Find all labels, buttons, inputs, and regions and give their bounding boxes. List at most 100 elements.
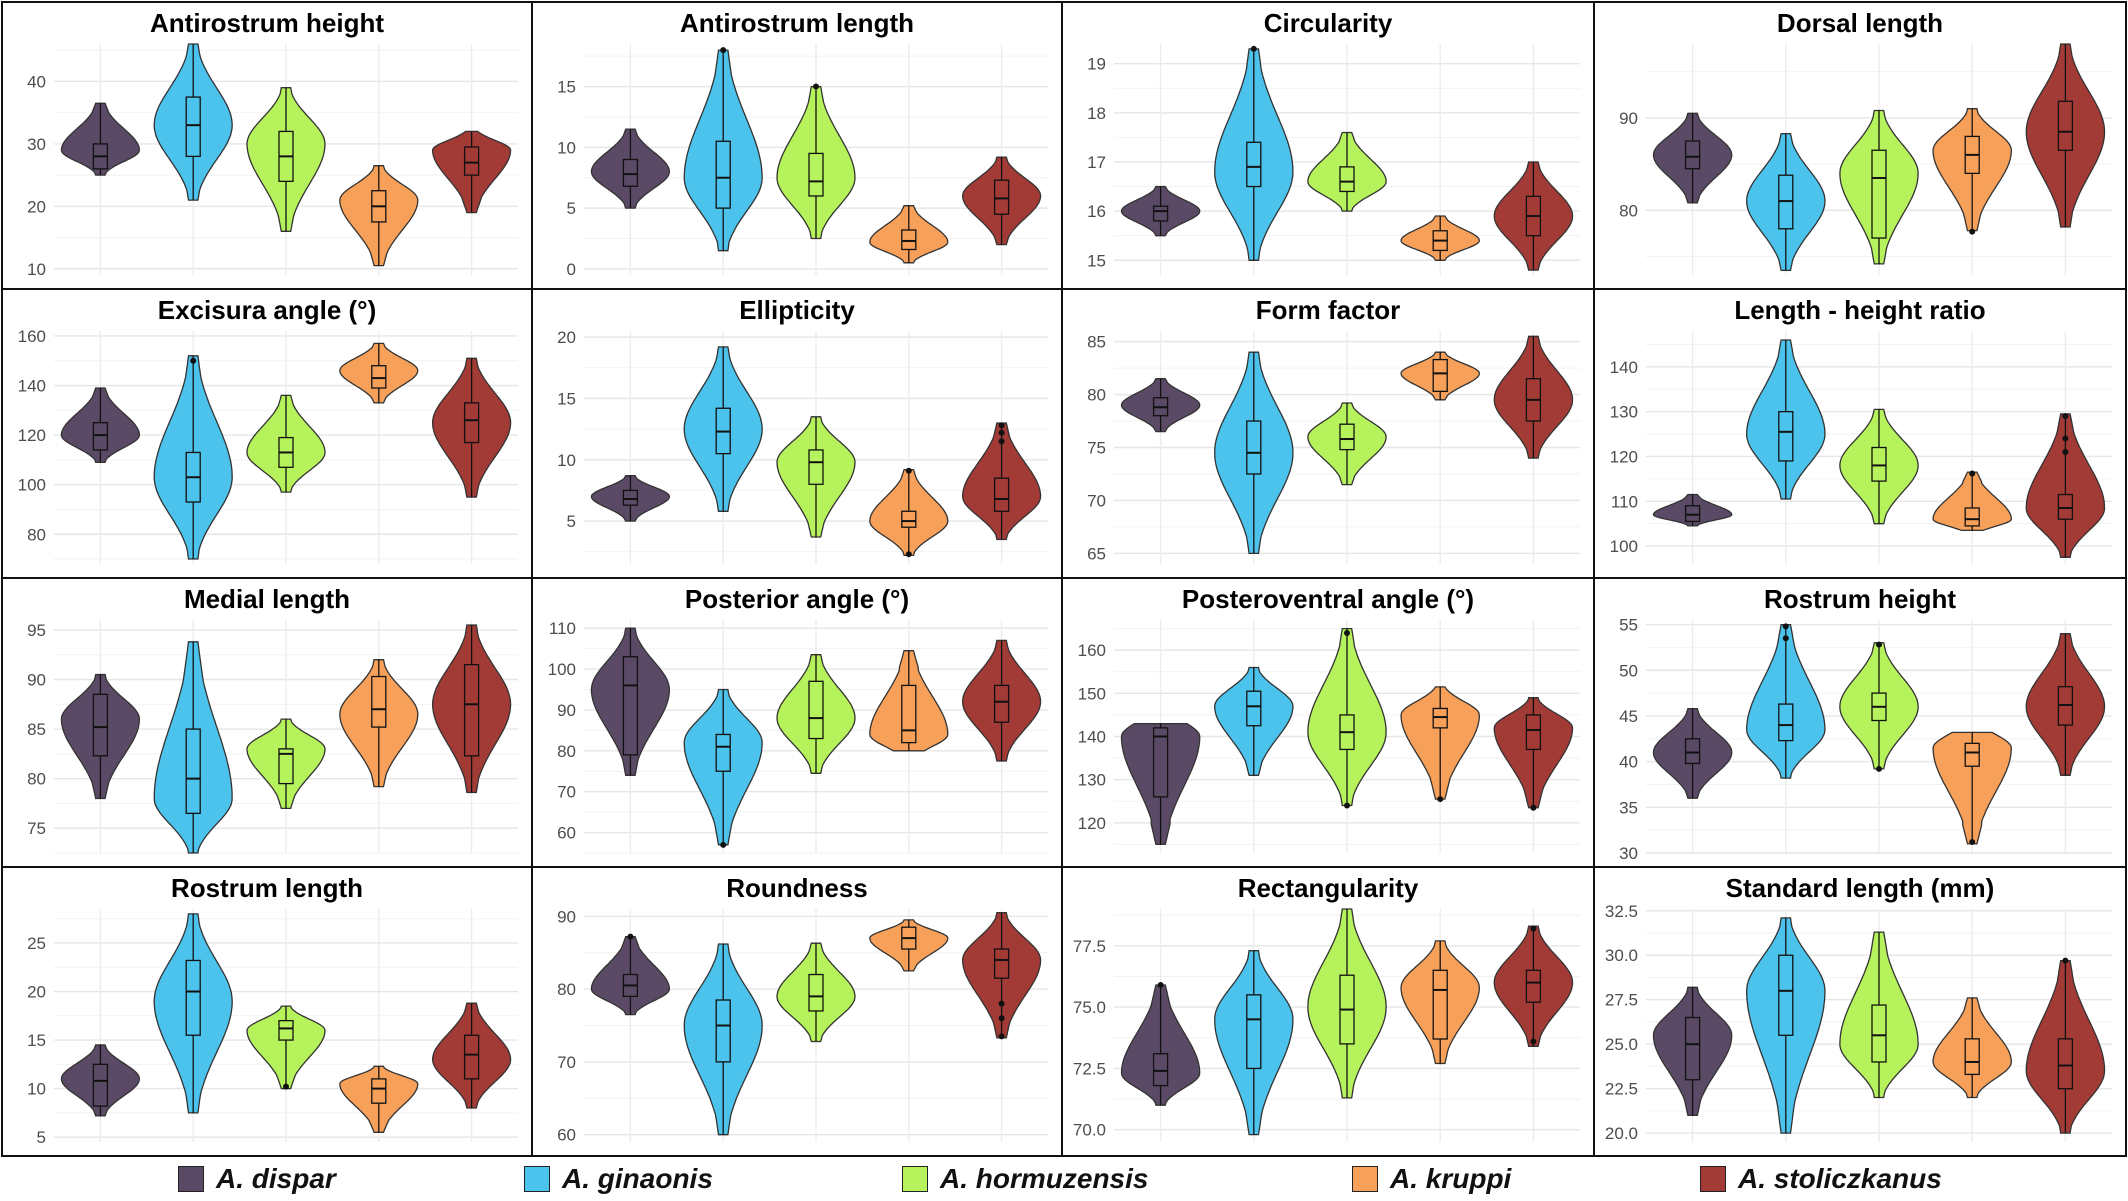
y-tick-label: 5 xyxy=(37,1128,46,1147)
iqr-box xyxy=(1964,507,1980,527)
panel-border xyxy=(531,288,1063,579)
panel-title: Antirostrum height xyxy=(150,8,384,38)
violin-plot-grid: Antirostrum height 10 20 30 40 Antirostrum le… xyxy=(1,1,2127,1157)
y-tick-label: 150 xyxy=(1078,684,1106,703)
violin-a-stoliczkanus xyxy=(1493,335,1574,459)
violin-a-ginaonis xyxy=(1214,950,1294,1136)
y-tick-label: 80 xyxy=(27,525,46,544)
legend-label: A. kruppi xyxy=(1390,1163,1512,1194)
violin-a-kruppi xyxy=(339,1065,419,1133)
y-tick-label: 90 xyxy=(27,670,46,689)
panel-title: Rostrum length xyxy=(171,873,363,903)
panel-title: Circularity xyxy=(1264,8,1393,38)
outlier-point xyxy=(998,1015,1005,1022)
y-tick-label: 20.0 xyxy=(1605,1124,1638,1143)
y-tick-label: 10 xyxy=(27,1080,46,1099)
violin-a-stoliczkanus xyxy=(431,624,512,794)
y-tick-label: 100 xyxy=(18,476,46,495)
y-tick-label: 5 xyxy=(567,512,576,531)
violin-a-kruppi xyxy=(1932,108,2012,235)
violin-a-hormuzensis xyxy=(1307,131,1387,212)
y-tick-label: 15 xyxy=(27,1031,46,1050)
legend-label: A. stoliczkanus xyxy=(1738,1163,1942,1194)
violin-a-dispar xyxy=(590,475,671,522)
outlier-point xyxy=(2062,413,2069,420)
panel-posteroventral-angle: Posteroventral angle (°) 120 130 140 150 160 xyxy=(1061,577,1595,868)
iqr-box xyxy=(1871,149,1887,239)
y-tick-label: 25.0 xyxy=(1605,1035,1638,1054)
y-tick-label: 65 xyxy=(1087,544,1106,563)
legend-swatch xyxy=(902,1166,928,1192)
violin-a-ginaonis xyxy=(153,641,233,854)
y-tick-label: 70 xyxy=(557,783,576,802)
iqr-box xyxy=(371,1078,387,1104)
y-tick-label: 20 xyxy=(27,197,46,216)
violin-a-ginaonis xyxy=(1214,351,1294,555)
legend-label: A. ginaonis xyxy=(562,1163,713,1194)
legend-label: A. dispar xyxy=(216,1163,336,1194)
panel-length-height-ratio: Length - height ratio 100 110 120 130 140 xyxy=(1593,288,2127,579)
violin-a-kruppi xyxy=(869,919,949,972)
iqr-box xyxy=(1246,690,1262,727)
iqr-box xyxy=(1778,411,1794,462)
violin-a-ginaonis xyxy=(1746,623,1826,779)
y-tick-label: 35 xyxy=(1619,798,1638,817)
iqr-box xyxy=(993,684,1010,723)
y-tick-label: 130 xyxy=(1078,771,1106,790)
y-tick-label: 90 xyxy=(557,907,576,926)
violin-a-dispar xyxy=(590,627,671,776)
violin-a-stoliczkanus xyxy=(961,156,1042,246)
panel-title: Ellipticity xyxy=(739,295,855,325)
panel-title: Posteroventral angle (°) xyxy=(1182,584,1474,614)
iqr-box xyxy=(1964,1038,1980,1076)
panel-title: Dorsal length xyxy=(1777,8,1943,38)
y-tick-label: 70 xyxy=(1087,491,1106,510)
panel-title: Excisura angle (°) xyxy=(158,295,376,325)
y-tick-label: 160 xyxy=(1078,641,1106,660)
iqr-box xyxy=(622,489,639,506)
outlier-point xyxy=(1969,228,1976,235)
legend-swatch xyxy=(1352,1166,1378,1192)
panel-rostrum-height: Rostrum height 30 35 40 45 50 55 xyxy=(1593,577,2127,868)
violin-a-kruppi xyxy=(1932,997,2012,1099)
iqr-box xyxy=(92,693,109,757)
outlier-point xyxy=(998,429,1005,436)
y-tick-label: 80 xyxy=(557,742,576,761)
violin-a-ginaonis xyxy=(153,43,233,201)
legend-item-a-dispar: A. dispar xyxy=(178,1162,336,1196)
panel-title: Rostrum height xyxy=(1764,584,1956,614)
iqr-box xyxy=(808,152,824,197)
y-tick-label: 30.0 xyxy=(1605,946,1638,965)
iqr-box xyxy=(463,146,480,176)
y-tick-label: 15 xyxy=(557,78,576,97)
y-tick-label: 140 xyxy=(1610,358,1638,377)
outlier-point xyxy=(2062,435,2069,442)
violin-a-ginaonis xyxy=(153,913,233,1114)
violin-a-hormuzensis xyxy=(1307,402,1387,486)
iqr-box xyxy=(1684,140,1701,170)
y-tick-label: 120 xyxy=(18,426,46,445)
iqr-box xyxy=(2057,493,2074,520)
violin-a-ginaonis xyxy=(1746,132,1826,272)
violin-a-dispar xyxy=(1120,982,1201,1106)
outlier-point xyxy=(998,1000,1005,1007)
iqr-box xyxy=(1684,505,1701,523)
violin-a-dispar xyxy=(60,1044,141,1117)
outlier-point xyxy=(1530,1038,1537,1045)
y-tick-label: 85 xyxy=(1087,333,1106,352)
violin-a-hormuzensis xyxy=(1307,627,1387,809)
y-tick-label: 16 xyxy=(1087,202,1106,221)
outlier-point xyxy=(1969,470,1976,477)
violin-a-dispar xyxy=(60,387,141,464)
y-tick-label: 18 xyxy=(1087,104,1106,123)
y-tick-label: 110 xyxy=(549,619,576,638)
violin-a-kruppi xyxy=(1932,470,2012,532)
panel-title: Rectangularity xyxy=(1238,873,1419,903)
violin-a-hormuzensis xyxy=(1307,908,1387,1099)
panel-circularity: Circularity 15 16 17 18 19 xyxy=(1061,1,1595,290)
iqr-box xyxy=(463,663,480,757)
violin-a-kruppi xyxy=(1400,940,1480,1065)
legend-item-a-hormuzensis: A. hormuzensis xyxy=(902,1162,1148,1196)
y-tick-label: 160 xyxy=(18,327,46,346)
